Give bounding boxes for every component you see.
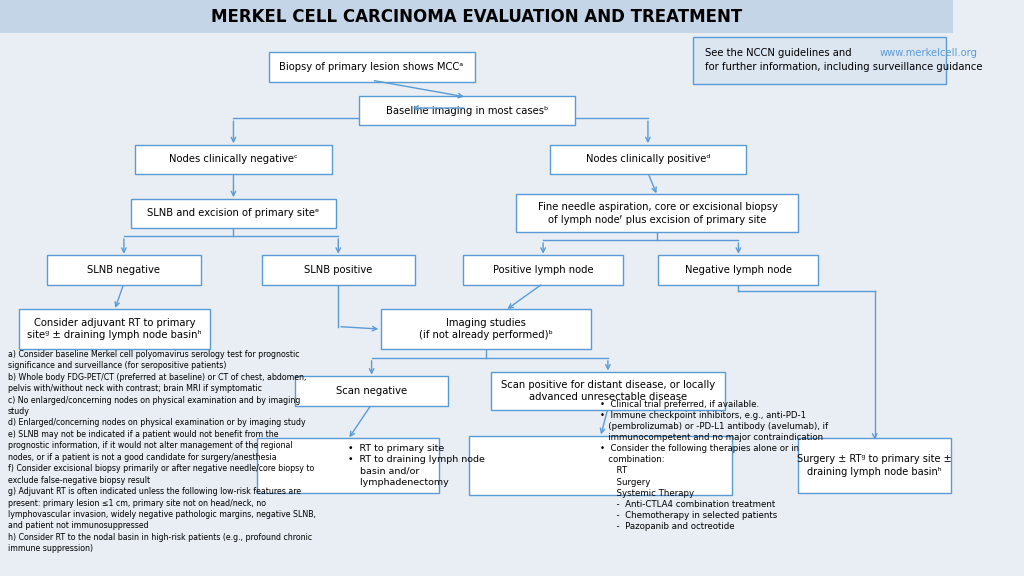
FancyBboxPatch shape [47, 255, 201, 285]
FancyBboxPatch shape [516, 194, 799, 233]
FancyBboxPatch shape [550, 145, 746, 175]
Text: See the NCCN guidelines and: See the NCCN guidelines and [706, 48, 855, 58]
Text: Positive lymph node: Positive lymph node [493, 265, 594, 275]
FancyBboxPatch shape [135, 145, 332, 175]
Text: Negative lymph node: Negative lymph node [685, 265, 792, 275]
Text: SLNB negative: SLNB negative [87, 265, 161, 275]
Text: SLNB positive: SLNB positive [304, 265, 373, 275]
Text: SLNB and excision of primary siteᵉ: SLNB and excision of primary siteᵉ [147, 209, 319, 218]
Text: •  Clinical trial preferred, if available.
•  Immune checkpoint inhibitors, e.g.: • Clinical trial preferred, if available… [600, 400, 828, 531]
FancyBboxPatch shape [295, 376, 449, 406]
Text: Surgery ± RTᵍ to primary site ±
draining lymph node basinʰ: Surgery ± RTᵍ to primary site ± draining… [798, 454, 952, 476]
Text: MERKEL CELL CARCINOMA EVALUATION AND TREATMENT: MERKEL CELL CARCINOMA EVALUATION AND TRE… [211, 8, 742, 26]
FancyBboxPatch shape [692, 37, 946, 84]
FancyBboxPatch shape [257, 438, 438, 492]
Text: Nodes clinically negativeᶜ: Nodes clinically negativeᶜ [169, 154, 298, 164]
FancyBboxPatch shape [130, 199, 336, 228]
FancyBboxPatch shape [658, 255, 818, 285]
FancyBboxPatch shape [490, 372, 725, 410]
FancyBboxPatch shape [268, 52, 474, 82]
FancyBboxPatch shape [261, 255, 415, 285]
Text: Imaging studies
(if not already performed)ᵇ: Imaging studies (if not already performe… [419, 318, 553, 340]
FancyBboxPatch shape [381, 309, 591, 349]
FancyBboxPatch shape [798, 438, 951, 492]
Text: Consider adjuvant RT to primary
siteᵍ ± draining lymph node basinʰ: Consider adjuvant RT to primary siteᵍ ± … [27, 318, 202, 340]
Text: a) Consider baseline Merkel cell polyomavirus serology test for prognostic
signi: a) Consider baseline Merkel cell polyoma… [7, 350, 315, 554]
Text: Fine needle aspiration, core or excisional biopsy
of lymph nodeᶠ plus excision o: Fine needle aspiration, core or excision… [538, 202, 777, 225]
Text: •  RT to primary site
•  RT to draining lymph node
    basin and/or
    lymphade: • RT to primary site • RT to draining ly… [348, 444, 484, 487]
FancyBboxPatch shape [359, 96, 574, 126]
FancyBboxPatch shape [469, 435, 732, 495]
FancyBboxPatch shape [0, 0, 953, 33]
FancyBboxPatch shape [463, 255, 624, 285]
Text: Scan negative: Scan negative [336, 386, 408, 396]
Text: Scan positive for distant disease, or locally
advanced unresectable disease: Scan positive for distant disease, or lo… [501, 380, 715, 402]
Text: for further information, including surveillance guidance: for further information, including surve… [706, 62, 983, 73]
Text: Nodes clinically positiveᵈ: Nodes clinically positiveᵈ [586, 154, 711, 164]
Text: Baseline imaging in most casesᵇ: Baseline imaging in most casesᵇ [386, 105, 548, 116]
FancyBboxPatch shape [18, 309, 210, 349]
Text: www.merkelcell.org: www.merkelcell.org [880, 48, 978, 58]
Text: Biopsy of primary lesion shows MCCᵃ: Biopsy of primary lesion shows MCCᵃ [280, 62, 464, 72]
